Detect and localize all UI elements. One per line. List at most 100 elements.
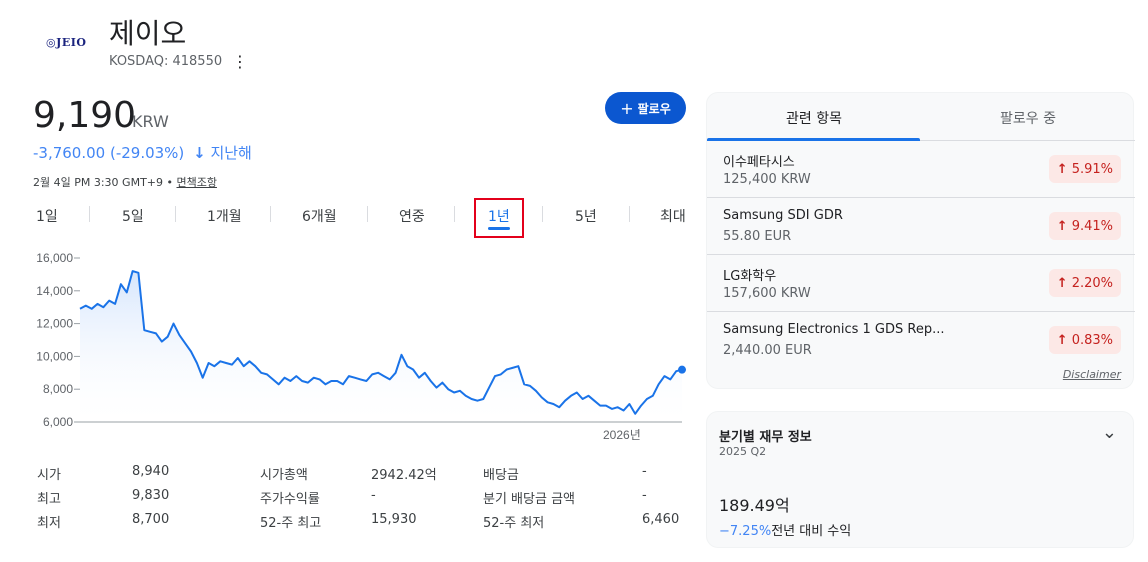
stat-value: 6,460: [642, 512, 680, 527]
price-change: -3,760.00 (-29.03%) ↓ 지난해: [33, 142, 252, 163]
financials-change-label: 전년 대비 수익: [771, 524, 852, 539]
time-range-tabs: 1일 5일 1개월 6개월 연중 1년 5년 최대: [30, 200, 690, 230]
related-tab-indicator: [707, 138, 920, 141]
change-badge: ↑ 0.83%: [1048, 326, 1121, 354]
related-item-name: LG화학우: [723, 269, 777, 284]
stat-value: 15,930: [371, 512, 417, 527]
range-divider: [89, 206, 90, 222]
stat-label: 주가수익률: [260, 492, 320, 507]
arrow-up-icon: ↑: [1056, 218, 1068, 234]
stat-label: 최고: [37, 492, 61, 507]
financials-period: 2025 Q2: [719, 445, 767, 458]
arrow-up-icon: ↑: [1056, 161, 1068, 177]
financials-change: −7.25%전년 대비 수익: [719, 520, 851, 539]
stat-value: -: [371, 488, 376, 503]
stat-value: -: [642, 488, 647, 503]
related-item-name: 이수페타시스: [723, 155, 795, 170]
related-stocks-card: 관련 항목 팔로우 중 이수페타시스 125,400 KRW ↑ 5.91% S…: [706, 92, 1135, 389]
chart-y-tick-label: 8,000: [43, 382, 73, 396]
change-badge-value: 9.41%: [1071, 218, 1113, 234]
chart-y-tick-label: 12,000: [36, 317, 73, 331]
range-tab-max[interactable]: 최대: [660, 209, 686, 225]
chart-y-tick-label: 6,000: [43, 415, 73, 429]
chevron-down-icon[interactable]: ⌄: [1101, 422, 1117, 443]
follow-button-label: 팔로우: [637, 101, 671, 116]
tab-related[interactable]: 관련 항목: [786, 111, 842, 127]
plus-icon: +: [620, 98, 634, 118]
financials-change-pct: −7.25%: [719, 524, 772, 539]
chart-area-fill: [80, 271, 682, 422]
timestamp-text: 2월 4일 PM 3:30 GMT+9 •: [33, 176, 173, 189]
company-name: 제이오: [109, 17, 187, 50]
related-item-price: 157,600 KRW: [723, 286, 811, 301]
stat-label: 52-주 최고: [260, 516, 322, 531]
arrow-up-icon: ↑: [1056, 332, 1068, 348]
price-chart[interactable]: 16,000 14,000 12,000 10,000 8,000 6,000 2026년: [0, 245, 700, 455]
financials-title: 분기별 재무 정보: [719, 430, 812, 445]
related-tabs: 관련 항목 팔로우 중: [707, 93, 1135, 141]
range-divider: [542, 206, 543, 222]
stat-label: 배당금: [483, 468, 519, 483]
range-tab-1d[interactable]: 1일: [36, 209, 58, 225]
related-item-price: 2,440.00 EUR: [723, 343, 812, 358]
related-item[interactable]: 이수페타시스 125,400 KRW ↑ 5.91%: [707, 141, 1135, 198]
chart-x-tick-label: 2026년: [603, 428, 641, 442]
related-item[interactable]: Samsung Electronics 1 GDS Rep... 2,440.0…: [707, 312, 1135, 369]
range-tab-5d[interactable]: 5일: [122, 209, 144, 225]
related-item-name: Samsung SDI GDR: [723, 208, 843, 223]
stat-row: 최저 8,700 52-주 최고 15,930 52-주 최저 6,460: [37, 512, 687, 532]
range-tab-5y[interactable]: 5년: [575, 209, 597, 225]
range-tab-ytd[interactable]: 연중: [399, 209, 425, 225]
chart-price-line: [79, 270, 683, 415]
related-item[interactable]: LG화학우 157,600 KRW ↑ 2.20%: [707, 255, 1135, 312]
disclaimer-link[interactable]: 면책조항: [176, 176, 217, 189]
financials-revenue-value: 189.49억: [719, 496, 790, 515]
stat-value: 8,700: [132, 512, 170, 527]
price-change-value: -3,760.00 (-29.03%): [33, 144, 185, 162]
change-badge-value: 2.20%: [1071, 275, 1113, 291]
change-badge: ↑ 2.20%: [1048, 269, 1121, 297]
price-currency: KRW: [132, 112, 169, 131]
company-logo: ◎JEIO: [46, 36, 86, 49]
tab-following[interactable]: 팔로우 중: [1000, 111, 1056, 127]
related-item-price: 55.80 EUR: [723, 229, 792, 244]
quarterly-financials-card[interactable]: 분기별 재무 정보 2025 Q2 ⌄ 189.49억 −7.25%전년 대비 …: [706, 411, 1134, 548]
logo-text: JEIO: [56, 36, 87, 49]
stat-value: 9,830: [132, 488, 170, 503]
change-badge: ↑ 9.41%: [1048, 212, 1121, 240]
selection-highlight-box: [474, 198, 524, 238]
stat-value: 2942.42억: [371, 468, 437, 483]
range-divider: [175, 206, 176, 222]
stat-value: -: [642, 464, 647, 479]
price-chart-svg: 16,000 14,000 12,000 10,000 8,000 6,000 2026년: [36, 251, 686, 442]
range-active-indicator: [488, 227, 510, 230]
price-change-period: 지난해: [210, 144, 252, 162]
related-item[interactable]: Samsung SDI GDR 55.80 EUR ↑ 9.41%: [707, 198, 1135, 255]
change-badge: ↑ 5.91%: [1048, 155, 1121, 183]
related-item-price: 125,400 KRW: [723, 172, 811, 187]
chart-y-tick-label: 10,000: [36, 349, 73, 363]
stat-label: 시가총액: [260, 468, 308, 483]
quote-timestamp: 2월 4일 PM 3:30 GMT+9 • 면책조항: [33, 174, 217, 190]
follow-button[interactable]: + 팔로우: [605, 92, 686, 124]
range-divider: [367, 206, 368, 222]
chart-y-tick-label: 14,000: [36, 284, 73, 298]
stat-row: 시가 8,940 시가총액 2942.42억 배당금 -: [37, 464, 687, 484]
stat-label: 분기 배당금 금액: [483, 492, 575, 507]
current-price: 9,190: [33, 95, 137, 136]
change-badge-value: 5.91%: [1071, 161, 1113, 177]
range-tab-1y[interactable]: 1년: [488, 209, 510, 225]
logo-mark: ◎: [46, 36, 57, 49]
more-options-icon[interactable]: ⋮: [232, 52, 248, 71]
range-divider: [454, 206, 455, 222]
stat-label: 최저: [37, 516, 61, 531]
range-tab-6m[interactable]: 6개월: [302, 209, 337, 225]
stat-label: 시가: [37, 468, 61, 483]
related-disclaimer-link[interactable]: Disclaimer: [1062, 368, 1121, 381]
change-badge-value: 0.83%: [1071, 332, 1113, 348]
stat-label: 52-주 최저: [483, 516, 545, 531]
arrow-down-icon: ↓: [193, 144, 206, 162]
stat-value: 8,940: [132, 464, 170, 479]
range-tab-1m[interactable]: 1개월: [207, 209, 242, 225]
range-divider: [629, 206, 630, 222]
